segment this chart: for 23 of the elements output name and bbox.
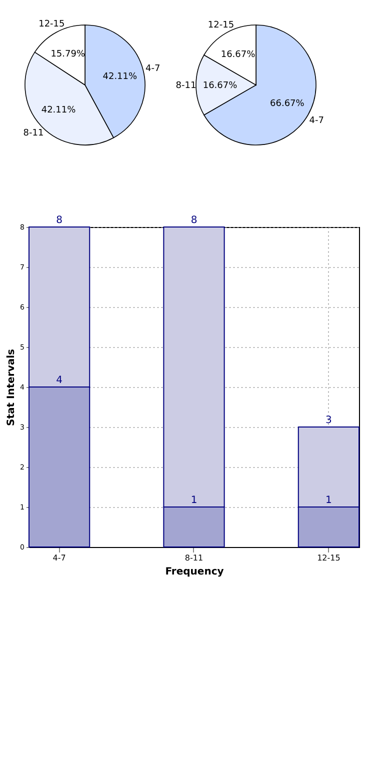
y-axis-title: Stat Intervals: [6, 348, 18, 426]
x-tick-label: 12-15: [317, 554, 340, 562]
total-label: 8: [190, 215, 198, 226]
slice-label: 8-11: [176, 81, 196, 92]
x-axis-title: Frequency: [165, 566, 224, 578]
data-label: 16.67%: [202, 81, 238, 92]
x-tick-label: 4-7: [52, 554, 66, 562]
total-label: 3: [326, 415, 332, 426]
slice-label: 8-11: [23, 128, 44, 138]
data-label: 16.67%: [220, 50, 256, 60]
slice-label: 4-7: [146, 64, 160, 74]
data-label: 4: [56, 375, 62, 386]
data-label: 66.67%: [270, 98, 305, 109]
total-label: 8: [56, 215, 62, 226]
slice-label: 12-15: [38, 19, 65, 30]
data-label: 15.79%: [50, 49, 86, 60]
slice-label: 4-7: [309, 116, 324, 126]
data-label: 1: [190, 495, 198, 506]
data-label: 42.11%: [102, 72, 138, 82]
data-label: 42.11%: [41, 105, 76, 116]
slice-label: 12-15: [208, 20, 234, 30]
x-tick-label: 8-11: [184, 554, 204, 562]
data-label: 1: [326, 495, 332, 506]
